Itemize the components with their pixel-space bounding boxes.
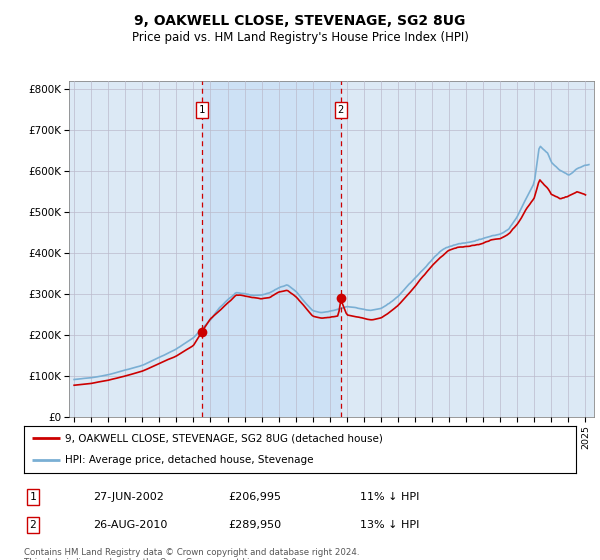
Text: 13% ↓ HPI: 13% ↓ HPI — [360, 520, 419, 530]
Text: 2: 2 — [29, 520, 37, 530]
Text: 2: 2 — [338, 105, 344, 115]
Text: Price paid vs. HM Land Registry's House Price Index (HPI): Price paid vs. HM Land Registry's House … — [131, 31, 469, 44]
Text: £289,950: £289,950 — [228, 520, 281, 530]
Bar — [202, 81, 341, 417]
Text: 11% ↓ HPI: 11% ↓ HPI — [360, 492, 419, 502]
Text: 1: 1 — [199, 105, 205, 115]
Text: £206,995: £206,995 — [228, 492, 281, 502]
Text: 26-AUG-2010: 26-AUG-2010 — [93, 520, 167, 530]
Text: 1: 1 — [29, 492, 37, 502]
Text: 27-JUN-2002: 27-JUN-2002 — [93, 492, 164, 502]
Text: HPI: Average price, detached house, Stevenage: HPI: Average price, detached house, Stev… — [65, 455, 314, 465]
Text: 9, OAKWELL CLOSE, STEVENAGE, SG2 8UG: 9, OAKWELL CLOSE, STEVENAGE, SG2 8UG — [134, 14, 466, 28]
Text: 9, OAKWELL CLOSE, STEVENAGE, SG2 8UG (detached house): 9, OAKWELL CLOSE, STEVENAGE, SG2 8UG (de… — [65, 433, 383, 444]
Text: Contains HM Land Registry data © Crown copyright and database right 2024.
This d: Contains HM Land Registry data © Crown c… — [24, 548, 359, 560]
